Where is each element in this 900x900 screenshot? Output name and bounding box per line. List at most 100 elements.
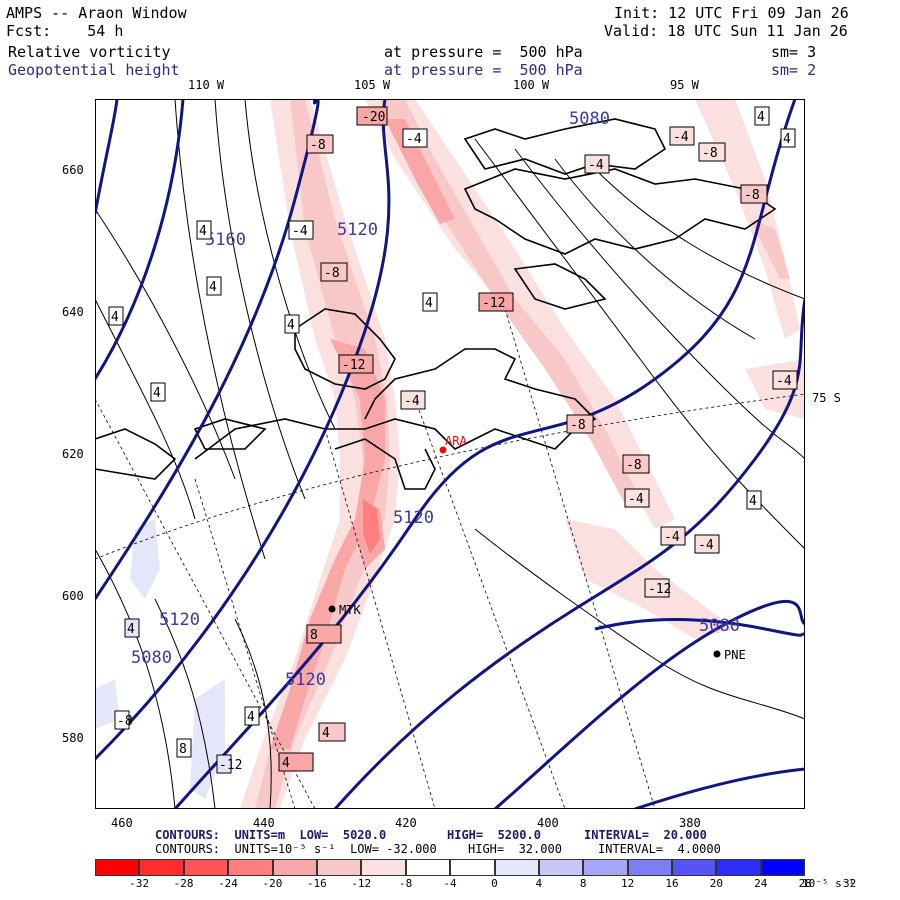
x-tick-label: 440 [253, 816, 275, 830]
vort-contour-high: HIGH= 32.000 [468, 842, 562, 856]
colorbar-tick-label: -28 [173, 877, 194, 890]
vort-contour [174, 99, 266, 560]
height-contour [95, 99, 119, 215]
colorbar-swatch [95, 859, 140, 876]
height-label: 5160 [205, 230, 246, 250]
height-label: 5120 [159, 610, 200, 630]
vort-label: 4 [757, 110, 765, 125]
init-time: Init: 12 UTC Fri 09 Jan 26 [614, 4, 849, 22]
coastline-island [294, 308, 396, 390]
colorbar-swatch [228, 859, 273, 876]
lon-label: 100 W [513, 78, 550, 92]
colorbar-tick-label: -32 [129, 877, 150, 890]
x-tick-label: 420 [395, 816, 417, 830]
vort-label: -4 [664, 530, 680, 545]
field2-smoothing: sm= 2 [771, 61, 817, 79]
vort-label: 4 [247, 710, 255, 725]
latitude-line [95, 393, 805, 560]
colorbar-swatch [672, 859, 717, 876]
vort-contour [474, 528, 805, 720]
vort-label: -4 [404, 394, 420, 409]
map-panel: 5080 5160 5120 5120 5080 5120 5120 5080 … [95, 99, 805, 809]
coastline-island [463, 168, 777, 255]
vort-label: -8 [117, 714, 133, 729]
vort-contour-interval: INTERVAL= 4.0000 [598, 842, 721, 856]
field1-name: Relative vorticity [8, 43, 171, 61]
coastline-segment [334, 438, 436, 490]
vort-label: -8 [570, 418, 586, 433]
coastline-island [193, 418, 267, 450]
vort-contour [514, 148, 805, 460]
colorbar-tick-label: 24 [754, 877, 768, 890]
colorbar-tick-label: 4 [535, 877, 543, 890]
vort-band3-neg8 [750, 219, 790, 279]
field2-name: Geopotential height [8, 61, 180, 79]
model-title: AMPS -- Araon Window [6, 4, 187, 22]
vort-label: -4 [628, 492, 644, 507]
vort-label: -4 [673, 130, 689, 145]
vort-label: 4 [209, 280, 217, 295]
vort-contour [95, 208, 236, 480]
colorbar-swatch [538, 859, 584, 876]
vort-label: 8 [310, 628, 318, 643]
height-label: 5120 [337, 220, 378, 240]
colorbar-tick-label: -24 [218, 877, 238, 890]
colorbar-tick-label: -16 [306, 877, 327, 890]
colorbar-swatch [139, 859, 184, 876]
height-label: 5120 [393, 508, 434, 528]
latlon-grid [95, 308, 805, 809]
vort-label: 4 [749, 494, 757, 509]
vort-label: -8 [702, 146, 718, 161]
vort-label: -8 [310, 138, 326, 153]
x-tick-label: 460 [111, 816, 133, 830]
vort-label: -4 [588, 158, 604, 173]
vort-label: -4 [292, 224, 308, 239]
vort-band-neg4 [240, 99, 400, 809]
vort-label: 4 [111, 310, 119, 325]
stations: ARA MTK PNE [328, 434, 746, 662]
colorbar-swatch [494, 859, 539, 876]
y-tick-label: 640 [62, 305, 84, 319]
lon-label: 105 W [354, 78, 391, 92]
vorticity-labels: -20 -4 -8 -4 4 -4 -8 -8 -8 4 4 -4 -12 4 … [108, 106, 798, 774]
vort-label: -12 [648, 582, 671, 597]
vort-label: 8 [179, 742, 187, 757]
coastline-mainland [194, 348, 597, 460]
colorbar-units: 10⁻⁵ s⁻¹ [802, 877, 855, 890]
colorbar-swatch [450, 859, 495, 876]
valid-time: Valid: 18 UTC Sun 11 Jan 26 [604, 22, 848, 40]
colorbar-swatch [316, 859, 362, 876]
vort-label: -4 [698, 538, 714, 553]
forecast-hour: Fcst: 54 h [6, 22, 124, 40]
lon-label: 110 W [188, 78, 225, 92]
colorbar-tick-label: -4 [443, 877, 457, 890]
station-label-pne: PNE [724, 648, 746, 662]
colorbar-swatch [405, 859, 451, 876]
y-tick-label: 660 [62, 163, 84, 177]
colorbar-swatch [627, 859, 673, 876]
station-marker-mtk [328, 605, 336, 613]
vort-label: -8 [744, 188, 760, 203]
vort-band-neg12 [270, 339, 385, 749]
colorbar-tick-label: 0 [491, 877, 498, 890]
colorbar-swatch [361, 859, 406, 876]
vort-label: 4 [425, 296, 433, 311]
vort-label: -8 [324, 266, 340, 281]
vort-contour [214, 99, 306, 500]
station-label-mtk: MTK [339, 603, 361, 617]
height-contour [95, 99, 391, 761]
colorbar-tick-label: -8 [398, 877, 413, 890]
colorbar-tick-label: 28 [798, 877, 812, 890]
vort-label: 4 [287, 318, 295, 333]
vort-contour [154, 598, 216, 809]
colorbar-swatch [183, 859, 229, 876]
vort-contour [244, 99, 336, 430]
height-label: 5080 [569, 109, 610, 129]
vort-band-neg8 [255, 99, 390, 809]
height-contour-info: CONTOURS: UNITS=m LOW= 5020.0 [155, 828, 387, 842]
vort-label: -12 [219, 758, 242, 773]
station-label-ara: ARA [445, 434, 467, 448]
height-contour-interval: INTERVAL= 20.000 [584, 828, 707, 842]
field1-smoothing: sm= 3 [771, 43, 817, 61]
coastline-island [463, 118, 667, 175]
